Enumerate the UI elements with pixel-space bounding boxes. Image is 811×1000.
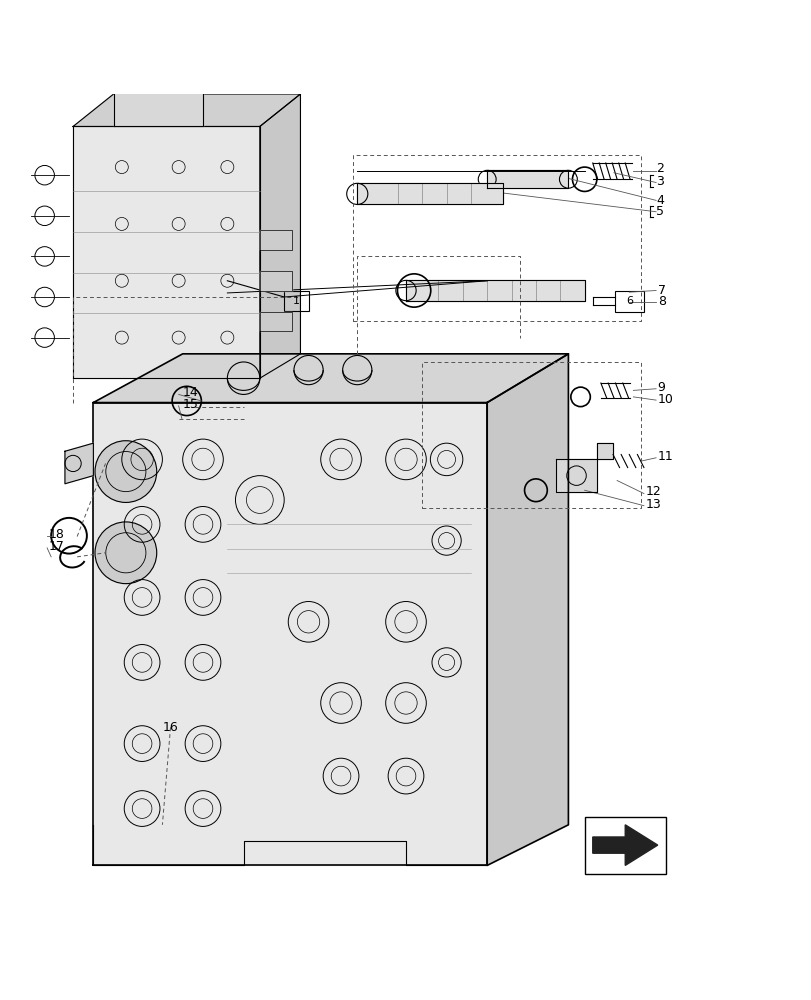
Polygon shape [487,170,568,188]
Text: 8: 8 [657,295,665,308]
Text: 3: 3 [655,175,663,188]
Text: 1: 1 [293,296,299,306]
Text: 2: 2 [655,162,663,175]
Text: 5: 5 [655,205,663,218]
Polygon shape [95,441,157,502]
Text: 6: 6 [625,296,632,306]
Polygon shape [406,280,584,301]
Polygon shape [114,78,203,126]
Polygon shape [556,443,612,492]
Polygon shape [487,354,568,865]
Polygon shape [260,271,292,291]
Bar [614,291,643,312]
Text: 15: 15 [182,398,199,411]
Text: 11: 11 [657,450,672,463]
Polygon shape [260,312,292,331]
Text: 9: 9 [657,381,665,394]
Polygon shape [357,183,503,204]
Text: 18: 18 [49,528,65,541]
Polygon shape [260,94,300,378]
Bar [284,291,308,311]
Polygon shape [95,522,157,584]
Polygon shape [260,230,292,250]
Text: 10: 10 [657,393,673,406]
Text: 13: 13 [645,498,660,511]
Text: 7: 7 [657,284,665,297]
Text: 17: 17 [49,540,65,553]
Bar [584,817,665,874]
Polygon shape [592,825,657,865]
Text: 4: 4 [655,194,663,207]
Polygon shape [93,354,568,403]
Polygon shape [93,403,487,865]
Text: 16: 16 [162,721,178,734]
Polygon shape [73,94,300,126]
Polygon shape [65,443,93,484]
Text: 12: 12 [645,485,660,498]
Text: 14: 14 [182,386,198,399]
Polygon shape [73,126,260,378]
